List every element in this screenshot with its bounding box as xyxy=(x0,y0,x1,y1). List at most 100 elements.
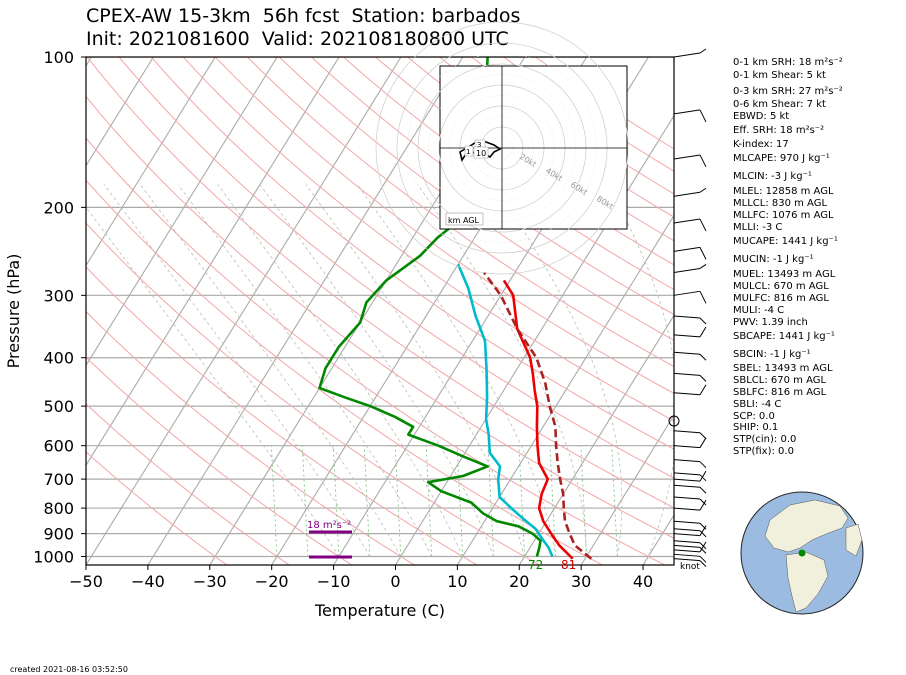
wind-barb-staff xyxy=(673,290,701,296)
index-line: MUEL: 13493 m AGL xyxy=(733,269,836,280)
y-tick-label: 800 xyxy=(43,499,74,518)
isotherm-line xyxy=(518,314,674,565)
index-line: STP(cin): 0.0 xyxy=(733,434,797,445)
x-tick-label: −10 xyxy=(317,572,351,591)
mixing-ratio-line xyxy=(456,445,464,557)
wind-barb-flag xyxy=(699,291,707,304)
moist-adiabat xyxy=(139,184,402,557)
plot-frame xyxy=(85,56,675,566)
x-tick-label: 20 xyxy=(509,572,529,591)
series-line-wetbulb xyxy=(456,263,554,558)
y-tick-label: 500 xyxy=(43,397,74,416)
hodograph-inset: km AGL 20kt 40kt 60kt 80kt 1 3 10 xyxy=(375,21,629,275)
wind-barb-flag xyxy=(699,109,707,123)
index-line: MLCAPE: 970 J kg⁻¹ xyxy=(733,153,830,164)
index-line: 0-6 km Shear: 7 kt xyxy=(733,99,826,110)
isotherm-line xyxy=(86,57,402,565)
wind-barb-flag xyxy=(699,547,707,554)
isotherm-line xyxy=(395,114,674,565)
index-line: SBLCL: 670 m AGL xyxy=(733,375,827,386)
moist-adiabat xyxy=(607,184,674,557)
wind-barb-staff xyxy=(673,109,701,115)
srh-marker-label: 18 m²s⁻² xyxy=(307,520,351,531)
wind-barb-staff xyxy=(673,533,701,537)
chart-title-line2: Init: 2021081600 Valid: 202108180800 UTC xyxy=(86,28,509,50)
moist-adiabat xyxy=(103,184,371,557)
isotherm-line xyxy=(86,57,154,167)
dry-adiabat xyxy=(86,451,228,565)
wind-barb-staff xyxy=(673,478,701,482)
x-tick-label: −40 xyxy=(131,572,165,591)
x-axis-label: Temperature (C) xyxy=(314,601,445,620)
y-tick-label: 300 xyxy=(43,286,74,305)
wind-barb-flag xyxy=(699,432,707,440)
index-line: 0-1 km Shear: 5 kt xyxy=(733,70,826,81)
wind-barb-staff xyxy=(673,52,701,58)
mixing-ratio-line xyxy=(580,445,587,557)
wind-barb-staff xyxy=(673,459,701,463)
wind-barb-staff xyxy=(673,392,701,396)
dry-adiabat xyxy=(86,137,666,565)
index-line: SBCAPE: 1441 J kg⁻¹ xyxy=(733,331,835,342)
dry-adiabat xyxy=(311,57,674,316)
station-location-marker xyxy=(798,549,806,557)
index-line: MUCIN: -1 J kg⁻¹ xyxy=(733,254,814,265)
isotherm-line xyxy=(580,414,674,565)
wind-barb-flag xyxy=(699,326,707,338)
wind-barb-staff xyxy=(673,372,701,376)
index-line: SHIP: 0.1 xyxy=(733,422,779,433)
wind-barb-flag xyxy=(699,384,707,395)
wind-barb-staff xyxy=(673,528,701,532)
wind-barb-staff xyxy=(673,351,701,355)
wind-unit-label: knot xyxy=(680,562,700,572)
y-tick-label: 400 xyxy=(43,349,74,368)
y-tick-label: 100 xyxy=(43,48,74,67)
moist-adiabat xyxy=(305,184,525,557)
wind-barb-staff xyxy=(673,549,701,553)
chart-title-line1: CPEX-AW 15-3km 56h fcst Station: barbado… xyxy=(86,5,521,27)
index-line: MLLFC: 1076 m AGL xyxy=(733,210,834,221)
x-tick-label: −20 xyxy=(255,572,289,591)
index-line: SBEL: 13493 m AGL xyxy=(733,363,833,374)
wind-barb-staff xyxy=(673,267,701,273)
hodograph-legend: km AGL xyxy=(448,216,480,225)
created-timestamp: created 2021-08-16 03:52:50 xyxy=(10,665,128,674)
wind-barb-flag xyxy=(699,499,707,511)
moist-adiabat xyxy=(357,184,556,557)
wind-barb-flag xyxy=(699,317,707,325)
wind-barb-staff xyxy=(673,154,701,160)
index-line: MULCL: 670 m AGL xyxy=(733,281,829,292)
dry-adiabat xyxy=(214,57,674,394)
wind-barb-staff xyxy=(673,520,701,524)
wind-barb-staff xyxy=(673,472,701,476)
index-line: 0-3 km SRH: 27 m²s⁻² xyxy=(733,86,843,97)
dry-adiabat xyxy=(278,57,674,341)
africa-landmass xyxy=(845,523,863,557)
wind-barb-staff xyxy=(673,218,701,224)
x-tick-label: 30 xyxy=(571,572,591,591)
north-america-landmass xyxy=(764,499,849,553)
index-line: SBCIN: -1 J kg⁻¹ xyxy=(733,349,811,360)
mixing-ratio-line xyxy=(518,445,525,557)
dry-adiabat xyxy=(86,310,415,565)
south-america-landmass xyxy=(785,551,829,613)
calm-wind-circle xyxy=(668,415,680,427)
dry-adiabat xyxy=(86,57,674,509)
wind-barb-staff xyxy=(673,553,701,557)
x-tick-label: 0 xyxy=(390,572,400,591)
x-tick-label: 10 xyxy=(447,572,467,591)
wind-barb-flag xyxy=(699,154,707,168)
y-tick-label: 900 xyxy=(43,525,74,544)
index-line: SCP: 0.0 xyxy=(733,411,775,422)
index-line: SBLI: -4 C xyxy=(733,399,782,410)
dry-adiabat xyxy=(150,57,674,450)
dry-adiabat xyxy=(86,356,353,565)
moist-adiabat xyxy=(217,184,463,557)
wind-barb-staff xyxy=(673,191,701,197)
wind-barb-flag xyxy=(699,486,707,494)
dry-adiabat xyxy=(86,266,478,565)
isotherm-line xyxy=(86,57,340,467)
wind-barbs xyxy=(673,48,707,568)
moist-adiabat xyxy=(177,184,433,557)
mixing-ratio-line xyxy=(301,445,309,557)
